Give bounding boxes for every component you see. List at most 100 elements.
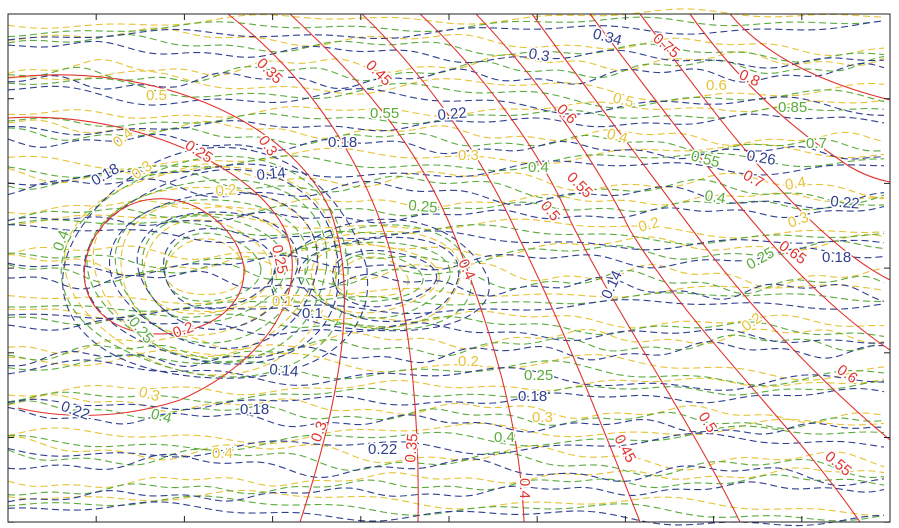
contour-label-yellow: 0.1 <box>272 293 293 310</box>
contour-label-green: 0.4 <box>494 429 515 446</box>
yellow-contour-line <box>7 377 885 397</box>
blue-contour-ring <box>108 191 318 349</box>
contour-label-yellow: 0.3 <box>458 147 479 164</box>
green-contour-line <box>7 170 885 204</box>
blue-contour-ring <box>271 218 490 332</box>
yellow-contour-ring <box>275 230 461 329</box>
green-contour-ring <box>86 179 328 363</box>
blue-contour-line <box>7 388 885 411</box>
red-contour-line <box>475 13 861 523</box>
contour-label-blue: 0.18 <box>822 249 851 266</box>
blue-contour-ring <box>136 211 299 330</box>
contour-label-blue: 0.1 <box>302 305 323 322</box>
blue-contour-ring <box>62 146 369 379</box>
green-contour-line <box>7 400 885 430</box>
red-contour-line <box>7 74 345 523</box>
blue-contour-line <box>7 453 885 487</box>
contour-label-green: 0.7 <box>806 135 827 152</box>
blue-contour-line <box>7 481 885 503</box>
contour-label-green: 0.4 <box>703 187 726 207</box>
contour-label-green: 0.25 <box>524 367 553 384</box>
contour-label-yellow: 0.3 <box>137 383 162 405</box>
blue-contour-line <box>7 113 885 136</box>
contour-label-red: 0.35 <box>253 55 286 88</box>
contour-label-blue: 0.18 <box>240 401 269 418</box>
yellow-contour-line <box>7 306 885 329</box>
contour-label-red: 0.45 <box>610 432 639 466</box>
green-contour-line <box>7 16 885 38</box>
contour-label-green: 0.4 <box>50 228 73 253</box>
contour-label-yellow: 0.2 <box>215 181 237 200</box>
contour-label-red: 0.55 <box>563 169 596 202</box>
contour-label-green: 0.85 <box>778 99 807 116</box>
red-contour-line <box>419 13 741 523</box>
red-contour-line <box>531 13 891 441</box>
yellow-contour-line <box>7 394 885 424</box>
green-contour-line <box>7 127 885 153</box>
yellow-contour-ring <box>310 244 441 314</box>
blue-contour-line <box>7 40 885 69</box>
yellow-contour-line <box>7 8 885 29</box>
blue-contour-line <box>7 133 885 160</box>
contour-label-blue: 0.34 <box>591 25 624 49</box>
blue-contour-lines <box>7 20 885 527</box>
contour-label-red: 0.55 <box>821 448 854 480</box>
contour-label-blue: 0.22 <box>368 441 397 458</box>
contour-label-red: 0.35 <box>402 433 421 464</box>
contour-label-yellow: 0.5 <box>611 89 636 111</box>
contour-label-yellow: 0.6 <box>706 77 727 94</box>
red-contour-lines <box>7 13 891 523</box>
green-contour-line <box>7 292 884 312</box>
contour-label-blue: 0.22 <box>830 193 861 212</box>
yellow-contour-line <box>7 213 885 239</box>
contour-label-blue: 0.18 <box>328 134 357 151</box>
contour-label-blue: 0.22 <box>437 105 468 124</box>
contour-label-red: 0.5 <box>537 198 563 225</box>
green-contour-ring <box>304 241 451 319</box>
contour-label-yellow: 0.4 <box>784 174 807 194</box>
blue-contour-line <box>7 160 885 186</box>
yellow-contour-line <box>7 119 885 146</box>
contour-label-green: 0.25 <box>744 244 778 273</box>
blue-contour-line <box>7 20 885 41</box>
yellow-contour-ring <box>63 166 337 376</box>
blue-contour-line <box>7 224 885 251</box>
blue-contour-ring <box>332 249 438 308</box>
contour-label-yellow: 0.2 <box>637 214 662 236</box>
contour-label-yellow: 0.4 <box>212 445 233 462</box>
green-contour-line <box>7 474 885 496</box>
green-contour-line <box>7 334 885 361</box>
yellow-contour-line <box>7 192 885 215</box>
yellow-contour-line <box>7 418 885 445</box>
contour-label-red: 0.6 <box>834 361 861 387</box>
red-contour-line <box>227 13 419 523</box>
blue-contour-line <box>7 178 885 209</box>
green-contour-line <box>7 380 885 403</box>
green-contour-line <box>7 152 885 178</box>
red-contour-line <box>7 116 293 416</box>
red-contour-ring <box>83 198 245 335</box>
yellow-contour-line <box>7 143 885 170</box>
contour-label-red: 0.65 <box>776 237 810 268</box>
contour-label-blue: 0.14 <box>269 361 300 380</box>
yellow-contour-line <box>7 51 885 76</box>
contour-label-red: 0.2 <box>171 319 196 342</box>
yellow-contour-line <box>7 163 885 199</box>
contour-label-red: 0.5 <box>695 409 720 436</box>
blue-contour-ring <box>163 228 277 310</box>
blue-contour-line <box>7 270 885 303</box>
contour-label-yellow: 0.3 <box>532 409 553 426</box>
contour-label-red: 0.25 <box>182 137 216 167</box>
green-contour-ring <box>60 155 349 378</box>
contour-label-yellow: 0.2 <box>458 353 479 370</box>
yellow-contour-line <box>7 435 885 471</box>
blue-contour-line <box>7 205 885 226</box>
contour-label-green: 0.4 <box>528 159 549 176</box>
green-contour-ring <box>334 252 424 302</box>
yellow-contour-ring <box>92 186 319 358</box>
contour-label-green: 0.55 <box>370 105 399 122</box>
contour-label-red: 0.6 <box>553 101 580 128</box>
yellow-contour-line <box>7 99 885 119</box>
blue-contour-line <box>7 432 885 458</box>
